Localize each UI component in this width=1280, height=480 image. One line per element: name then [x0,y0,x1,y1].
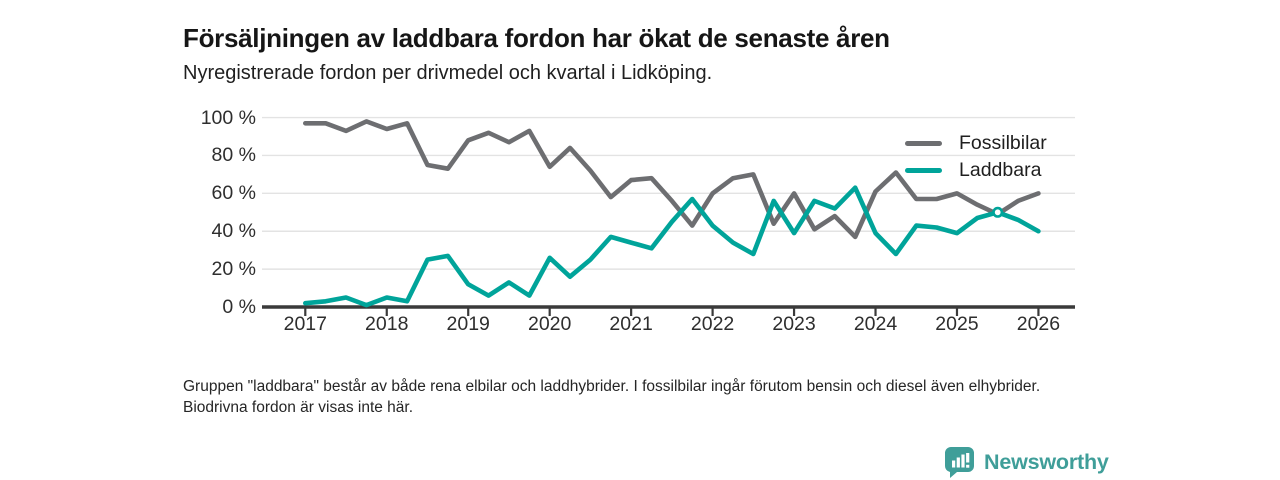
legend-label-laddbara: Laddbara [959,159,1042,181]
newsworthy-logo-text: Newsworthy [984,449,1109,474]
newsworthy-logo: Newsworthy [944,446,1109,478]
y-axis-label: 100 % [200,106,256,129]
x-axis-label: 2023 [772,313,816,335]
x-axis-label: 2020 [527,313,572,335]
legend-item-fossilbilar: Fossilbilar [905,130,1047,157]
chart-legend: Fossilbilar Laddbara [905,130,1047,184]
x-axis-label: 2024 [853,313,898,335]
chart-footnote: Gruppen "laddbara" består av både rena e… [183,378,1041,416]
chart-subtitle: Nyregistrerade fordon per drivmedel och … [183,62,713,84]
x-axis-label: 2018 [365,313,409,335]
x-axis-label: 2025 [935,313,979,335]
legend-swatch-fossilbilar [905,141,942,146]
y-axis-label: 20 % [211,258,256,281]
x-axis-label: 2017 [283,313,327,335]
y-axis-label: 80 % [211,144,256,167]
series-line-fossilbilar [302,119,1041,240]
legend-label-fossilbilar: Fossilbilar [959,132,1047,154]
y-axis-label: 0 % [222,296,256,318]
latest-value-marker [992,206,1004,218]
legend-swatch-laddbara [905,168,942,173]
bar-chart-speech-bubble-icon [944,447,974,478]
x-axis-label: 2019 [446,313,490,335]
x-axis-label: 2021 [609,313,653,335]
y-axis-label: 40 % [211,220,256,243]
x-axis-label: 2022 [690,313,735,335]
series-line-laddbara [302,185,1041,308]
y-axis-label: 60 % [211,182,256,205]
chart-title: Försäljningen av laddbara fordon har öka… [183,23,890,54]
legend-item-laddbara: Laddbara [905,157,1047,184]
x-axis-label: 2026 [1016,313,1061,335]
